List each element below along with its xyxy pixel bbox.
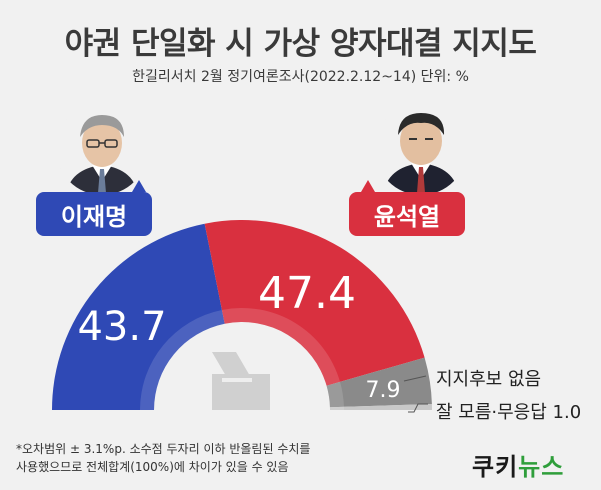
candidate-yoon-portrait: [375, 103, 467, 195]
candidate-yoon-name: 윤석열: [373, 202, 441, 231]
brand-logo-part-1: 쿠키: [472, 453, 519, 481]
leader-line-unknown: [408, 403, 428, 413]
candidate-lee-name: 이재명: [60, 202, 128, 231]
brand-logo-part-2: 뉴스: [518, 453, 565, 481]
data-label-no-support: 7.9: [366, 378, 401, 403]
chart-slice-3: [326, 357, 432, 408]
chart-slice-4: [329, 404, 432, 410]
leader-line-no-support: [403, 375, 427, 382]
tag-pointer: [132, 180, 146, 192]
tag-pointer: [361, 180, 375, 192]
chart-slice-inner-ring-3: [326, 381, 344, 408]
footnote: *오차범위 ± 3.1%p. 소수점 두자리 이하 반올림된 수치를 사용했으므…: [16, 440, 310, 476]
chart-slice-1: [52, 223, 225, 410]
brand-logo: 쿠키뉴스: [472, 447, 564, 482]
candidate-yoon-name-tag: 윤석열: [349, 180, 465, 236]
ballot-box-icon: [212, 352, 270, 410]
chart-slice-inner-ring-1: [140, 309, 225, 410]
chart-slice-2: [204, 220, 425, 386]
candidate-lee-portrait: [56, 103, 148, 195]
footnote-line-1: *오차범위 ± 3.1%p. 소수점 두자리 이하 반올림된 수치를: [16, 442, 311, 456]
category-label-unknown: 잘 모름·무응답 1.0: [436, 402, 581, 423]
chart-slice-inner-ring-2: [221, 307, 341, 386]
candidate-lee-name-tag: 이재명: [36, 180, 152, 236]
page-title: 야권 단일화 시 가상 양자대결 지지도: [64, 26, 537, 62]
category-label-no-support: 지지후보 없음: [436, 369, 541, 390]
data-label-yoon: 47.4: [258, 268, 356, 319]
page-subtitle: 한길리서치 2월 정기여론조사(2022.2.12~14) 단위: %: [132, 69, 469, 85]
chart-slice-inner-ring-4: [329, 406, 344, 410]
data-label-lee: 43.7: [77, 304, 166, 350]
footnote-line-2: 사용했으므로 전체합계(100%)에 차이가 있을 수 있음: [16, 460, 289, 474]
